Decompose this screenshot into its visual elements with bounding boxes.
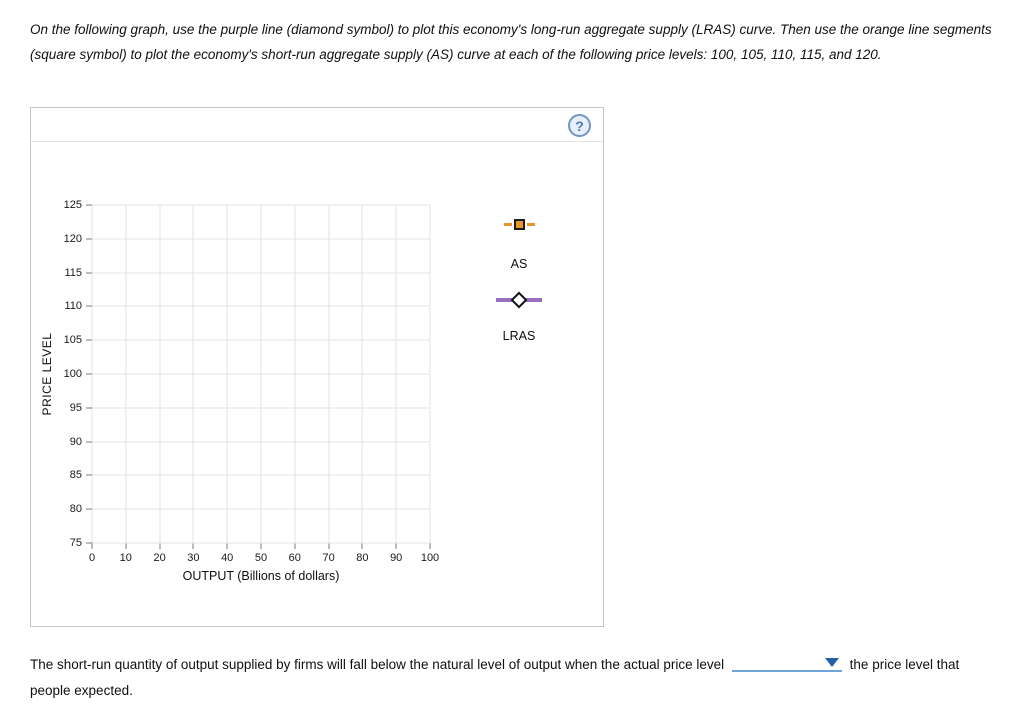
legend: AS LRAS (477, 219, 561, 343)
y-tick-mark (86, 305, 92, 307)
y-tick-label: 75 (69, 537, 82, 549)
y-tick-mark (86, 238, 92, 240)
y-tick-label: 105 (63, 334, 82, 347)
as-square-icon (513, 219, 525, 230)
lras-legend-label: LRAS (502, 329, 536, 343)
y-tick-mark (86, 474, 92, 476)
x-tick-mark (260, 543, 262, 549)
y-tick-mark (86, 339, 92, 341)
grid-line-horizontal (92, 542, 430, 544)
x-tick-label: 40 (221, 552, 234, 564)
grid-line-horizontal (92, 305, 430, 307)
y-tick-mark (86, 373, 92, 375)
y-tick-label: 100 (63, 368, 82, 380)
x-tick-label: 10 (119, 552, 132, 564)
x-tick-label: 90 (390, 552, 403, 564)
help-icon[interactable]: ? (568, 114, 591, 137)
y-tick-mark (86, 204, 92, 206)
y-tick-label: 80 (69, 503, 82, 516)
question-text: The short-run quantity of output supplie… (30, 652, 994, 704)
grid-line-horizontal (92, 407, 430, 409)
x-tick-label: 80 (356, 552, 369, 564)
x-tick-mark (91, 543, 93, 549)
grid-line-horizontal (92, 508, 430, 510)
y-axis-title: PRICE LEVEL (40, 332, 54, 416)
grid-line-vertical (429, 205, 431, 543)
as-legend-label: AS (510, 257, 528, 271)
grid-line-horizontal (92, 238, 430, 240)
y-tick-label: 125 (63, 199, 82, 211)
as-legend-handle[interactable] (477, 219, 561, 230)
y-tick-label: 110 (64, 300, 82, 313)
grid-line-horizontal (92, 204, 430, 206)
x-tick-mark (226, 543, 228, 549)
x-tick-label: 60 (288, 552, 301, 564)
y-tick-label: 95 (69, 401, 82, 414)
x-tick-mark (328, 543, 330, 549)
y-tick-mark (86, 407, 92, 409)
lras-diamond-icon (510, 291, 528, 309)
x-tick-mark (192, 543, 194, 549)
x-axis-title: OUTPUT (Billions of dollars) (182, 569, 340, 583)
x-tick-mark (159, 543, 161, 549)
lras-legend-handle[interactable] (496, 291, 542, 309)
dropdown-arrow-icon (824, 658, 839, 667)
grid-line-horizontal (92, 441, 430, 443)
y-tick-mark (86, 272, 92, 274)
y-tick-label: 120 (63, 232, 82, 245)
x-tick-label: 70 (322, 552, 335, 564)
y-tick-mark (86, 542, 92, 544)
instructions-text: On the following graph, use the purple l… (30, 22, 992, 62)
grid-line-horizontal (92, 373, 430, 375)
y-tick-label: 90 (69, 435, 82, 448)
x-tick-mark (125, 543, 127, 549)
grid-line-horizontal (92, 474, 430, 476)
as-line-icon (526, 223, 535, 226)
price-level-dropdown[interactable] (731, 655, 842, 672)
x-tick-label: 20 (153, 552, 166, 564)
plot-area[interactable]: PRICE LEVEL OUTPUT (Billions of dollars)… (40, 199, 439, 583)
x-tick-mark (395, 543, 397, 549)
as-line-icon (503, 223, 512, 226)
x-tick-mark (294, 543, 296, 549)
panel-header: ? (31, 108, 603, 142)
x-tick-label: 50 (254, 552, 268, 564)
y-tick-label: 115 (64, 266, 82, 279)
x-tick-label: 100 (420, 552, 440, 564)
graph-panel: ? PRICE LEVEL OUTPUT (Billions of dollar… (30, 107, 604, 627)
x-tick-mark (429, 543, 431, 549)
grid-line-horizontal (92, 272, 430, 274)
y-tick-mark (86, 441, 92, 443)
y-tick-mark (86, 508, 92, 510)
x-tick-mark (361, 543, 363, 549)
y-tick-label: 85 (69, 469, 82, 482)
question-before: The short-run quantity of output supplie… (30, 657, 725, 672)
question-after: the price level that people expected. (30, 657, 960, 698)
x-tick-label: 30 (187, 552, 200, 564)
grid-line-horizontal (92, 339, 430, 341)
x-tick-label: 0 (88, 552, 96, 564)
